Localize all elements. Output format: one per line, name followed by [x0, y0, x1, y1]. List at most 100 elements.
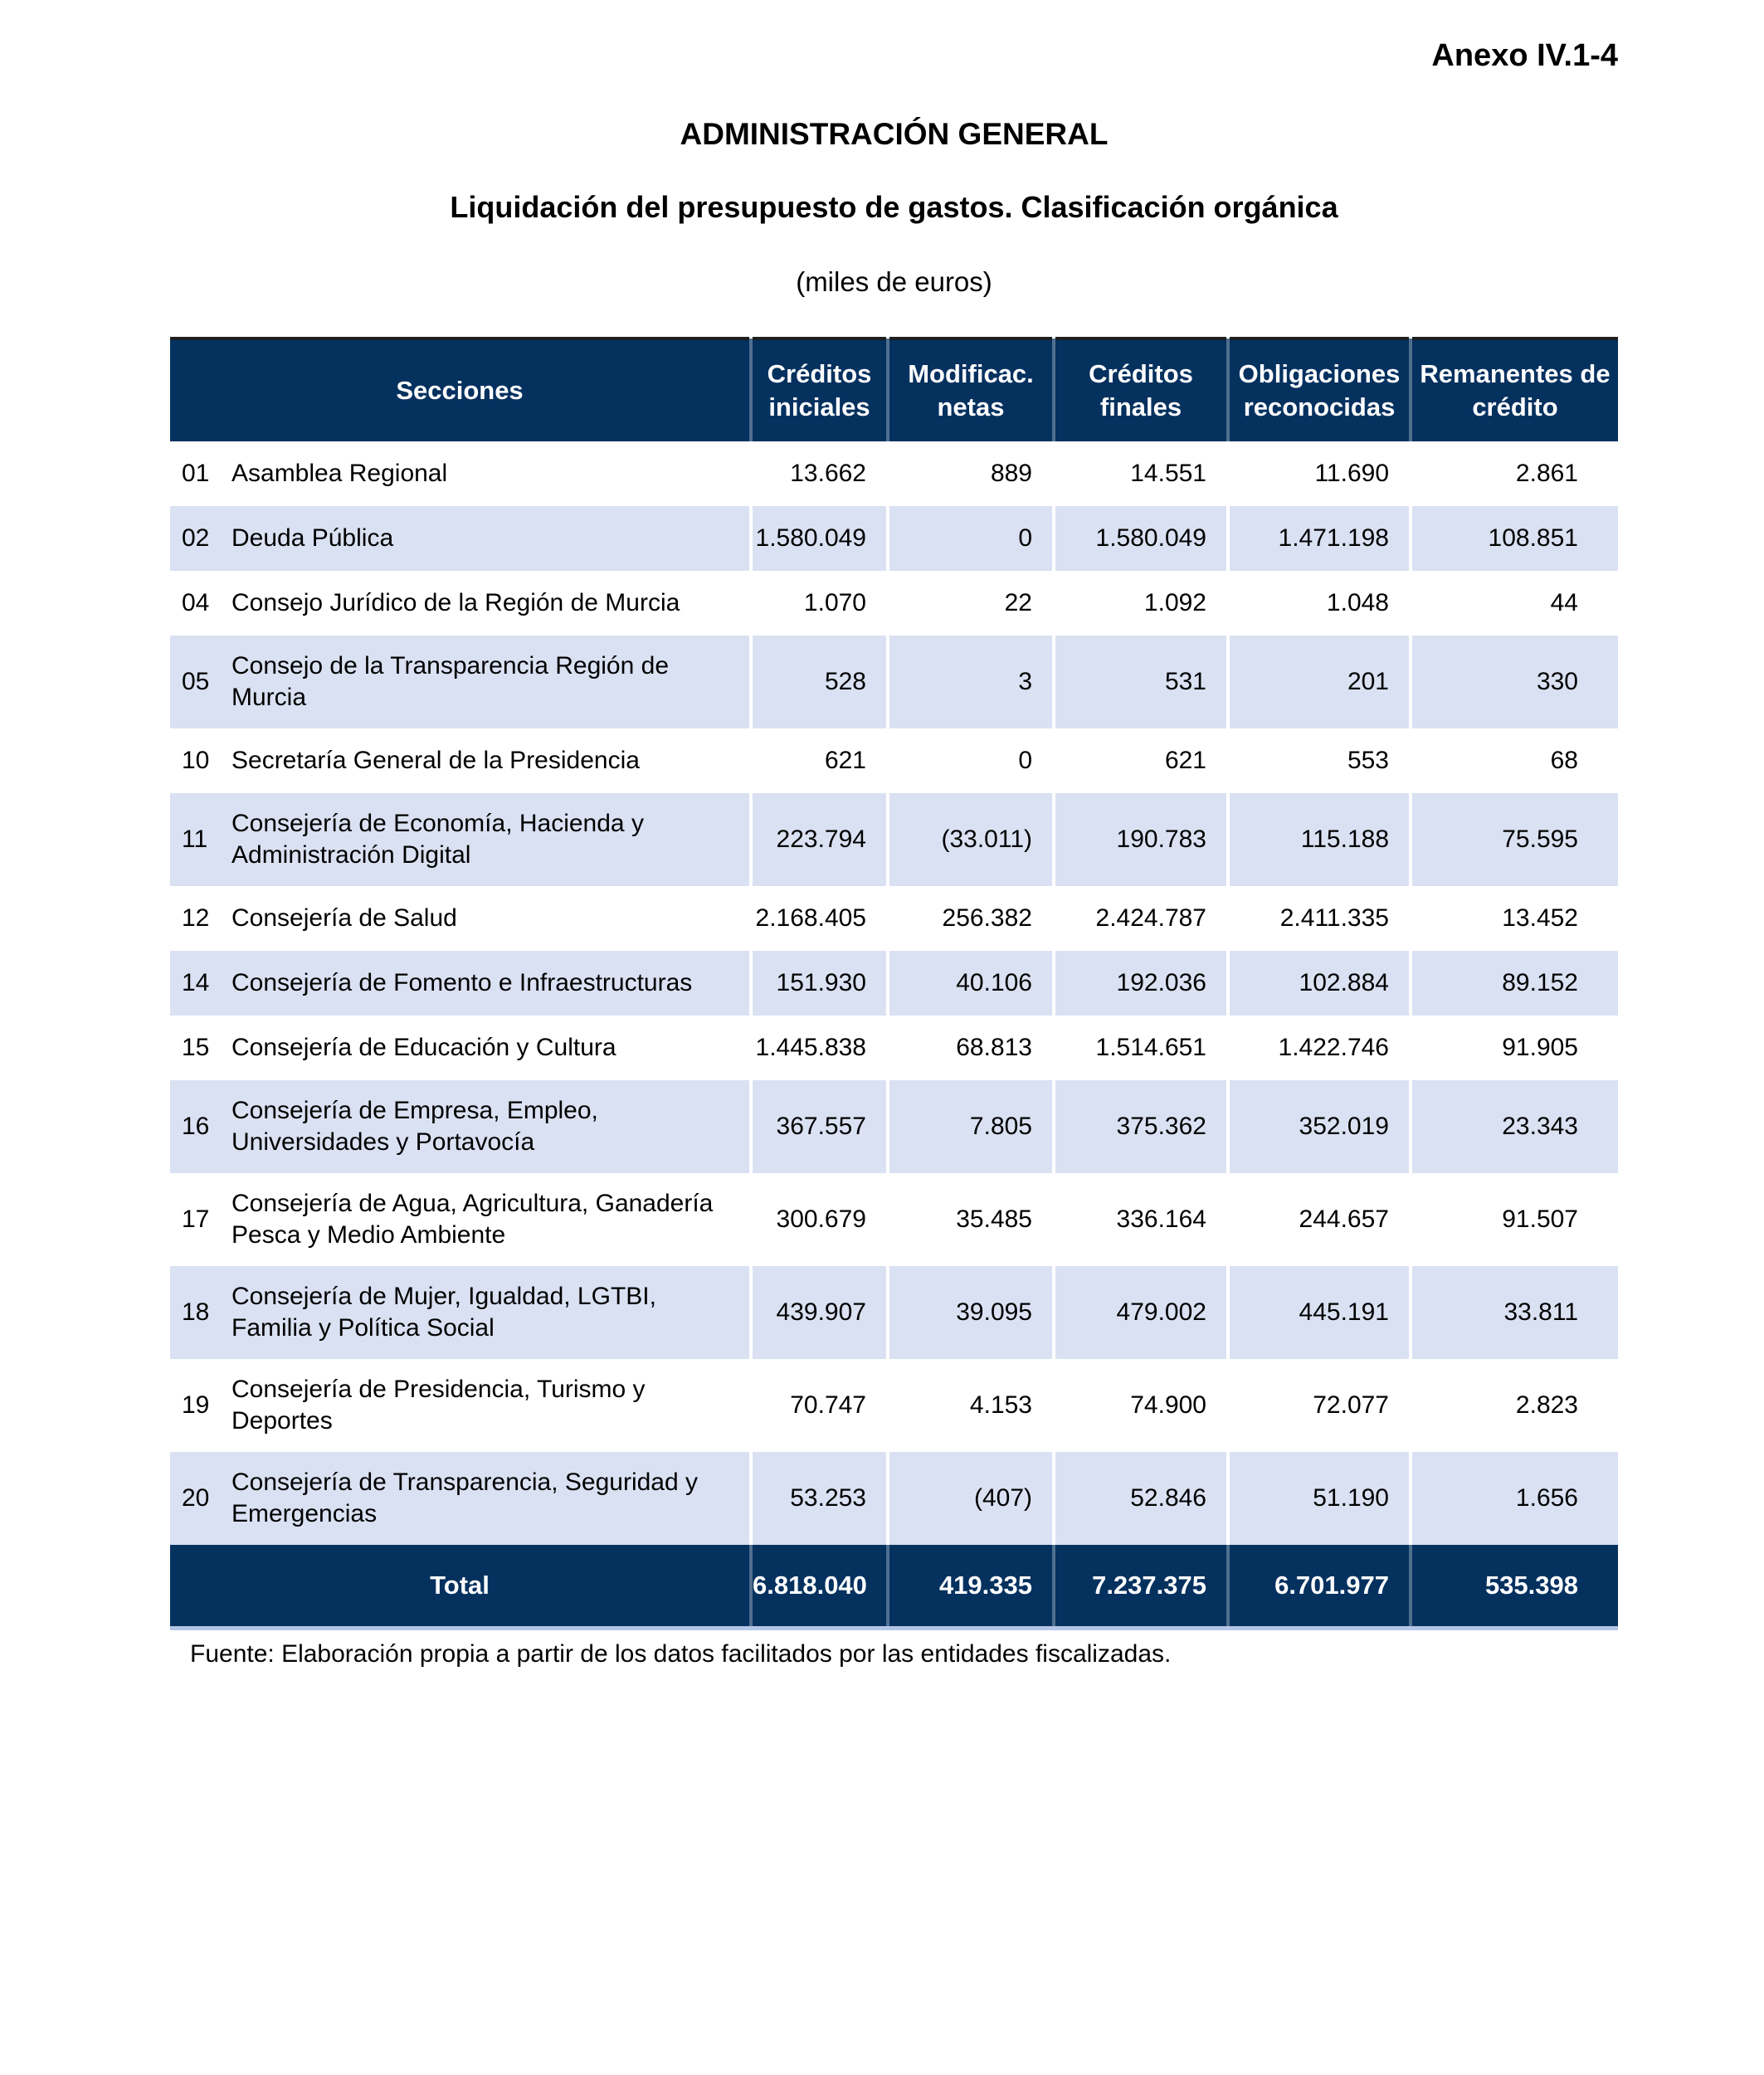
modificaciones-netas-value: 256.382 [886, 886, 1054, 951]
section-code: 12 [182, 904, 210, 932]
page-subtitle: Liquidación del presupuesto de gastos. C… [450, 190, 1338, 224]
obligaciones-reconocidas-value: 11.690 [1226, 441, 1411, 506]
table-row: 15 Consejería de Educación y Cultura 1.4… [170, 1016, 1618, 1080]
obligaciones-reconocidas-value: 51.190 [1226, 1452, 1411, 1545]
section-name: Consejería de Salud [231, 904, 457, 932]
modificaciones-netas-value: 7.805 [886, 1080, 1054, 1173]
remanentes-credito-value: 44 [1409, 571, 1618, 636]
section-name: Consejería de Economía, Hacienda y Admin… [231, 793, 751, 886]
total-obligaciones-reconocidas: 6.701.977 [1226, 1545, 1411, 1630]
table-row: 11 Consejería de Economía, Hacienda y Ad… [170, 793, 1618, 886]
total-remanentes-credito: 535.398 [1409, 1545, 1618, 1630]
creditos-finales-value: 14.551 [1052, 441, 1228, 506]
creditos-finales-value: 190.783 [1052, 793, 1228, 886]
section-name: Asamblea Regional [231, 460, 448, 487]
section-name: Consejería de Transparencia, Seguridad y… [231, 1452, 751, 1545]
total-label: Total [170, 1545, 751, 1630]
creditos-finales-value: 336.164 [1052, 1173, 1228, 1266]
remanentes-credito-value: 75.595 [1409, 793, 1618, 886]
table-row: 12 Consejería de Salud 2.168.405 256.382… [170, 886, 1618, 951]
document-content: Anexo IV.1-4 ADMINISTRACIÓN GENERAL Liqu… [170, 0, 1618, 1668]
section-code: 18 [170, 1266, 231, 1359]
modificaciones-netas-value: 35.485 [886, 1173, 1054, 1266]
creditos-finales-value: 621 [1052, 728, 1228, 793]
creditos-finales-value: 1.514.651 [1052, 1016, 1228, 1080]
budget-table: Secciones Créditos iniciales Modificac. … [170, 337, 1618, 1630]
table-row: 20 Consejería de Transparencia, Segurida… [170, 1452, 1618, 1545]
remanentes-credito-value: 68 [1409, 728, 1618, 793]
creditos-iniciales-value: 367.557 [749, 1080, 888, 1173]
remanentes-credito-value: 330 [1409, 636, 1618, 728]
section-code: 15 [182, 1034, 210, 1061]
total-modificaciones-netas: 419.335 [886, 1545, 1054, 1630]
creditos-iniciales-value: 53.253 [749, 1452, 888, 1545]
remanentes-credito-value: 1.656 [1409, 1452, 1618, 1545]
modificaciones-netas-value: (407) [886, 1452, 1054, 1545]
table-row: 16 Consejería de Empresa, Empleo, Univer… [170, 1080, 1618, 1173]
creditos-finales-value: 479.002 [1052, 1266, 1228, 1359]
creditos-finales-value: 1.580.049 [1052, 506, 1228, 571]
table-row: 02 Deuda Pública 1.580.049 0 1.580.049 1… [170, 506, 1618, 571]
section-name: Consejería de Empresa, Empleo, Universid… [231, 1080, 751, 1173]
creditos-iniciales-value: 13.662 [749, 441, 888, 506]
modificaciones-netas-value: 40.106 [886, 951, 1054, 1016]
table-row: 05 Consejo de la Transparencia Región de… [170, 636, 1618, 728]
table-body: 01 Asamblea Regional 13.662 889 14.551 1… [170, 441, 1618, 1545]
section-name: Consejería de Agua, Agricultura, Ganader… [231, 1190, 714, 1249]
remanentes-credito-value: 89.152 [1409, 951, 1618, 1016]
creditos-iniciales-value: 300.679 [749, 1173, 888, 1266]
creditos-iniciales-value: 621 [749, 728, 888, 793]
section-code: 14 [170, 951, 231, 1016]
creditos-finales-value: 192.036 [1052, 951, 1228, 1016]
column-header-modificaciones-netas: Modificac. netas [886, 339, 1054, 441]
section-name: Deuda Pública [231, 506, 751, 571]
modificaciones-netas-value: (33.011) [886, 793, 1054, 886]
table-row: 01 Asamblea Regional 13.662 889 14.551 1… [170, 441, 1618, 506]
creditos-finales-value: 52.846 [1052, 1452, 1228, 1545]
header-row: Secciones Créditos iniciales Modificac. … [170, 339, 1618, 441]
creditos-iniciales-value: 439.907 [749, 1266, 888, 1359]
remanentes-credito-value: 2.823 [1409, 1359, 1618, 1452]
obligaciones-reconocidas-value: 2.411.335 [1226, 886, 1411, 951]
creditos-iniciales-value: 2.168.405 [749, 886, 888, 951]
page-title: ADMINISTRACIÓN GENERAL [680, 117, 1109, 151]
section-code: 04 [182, 589, 210, 616]
remanentes-credito-value: 108.851 [1409, 506, 1618, 571]
creditos-iniciales-value: 151.930 [749, 951, 888, 1016]
table-row: 10 Secretaría General de la Presidencia … [170, 728, 1618, 793]
section-code: 05 [170, 636, 231, 728]
source-note: Fuente: Elaboración propia a partir de l… [190, 1639, 1172, 1668]
section-code: 02 [170, 506, 231, 571]
modificaciones-netas-value: 68.813 [886, 1016, 1054, 1080]
total-creditos-iniciales: 6.818.040 [749, 1545, 888, 1630]
section-name: Consejería de Mujer, Igualdad, LGTBI, Fa… [231, 1266, 751, 1359]
remanentes-credito-value: 91.507 [1409, 1173, 1618, 1266]
creditos-iniciales-value: 528 [749, 636, 888, 728]
section-name: Consejería de Presidencia, Turismo y Dep… [231, 1376, 646, 1434]
column-header-creditos-iniciales: Créditos iniciales [749, 339, 888, 441]
table-row: 19 Consejería de Presidencia, Turismo y … [170, 1359, 1618, 1452]
creditos-finales-value: 531 [1052, 636, 1228, 728]
section-code: 01 [182, 460, 210, 487]
section-name: Consejería de Educación y Cultura [231, 1034, 616, 1061]
table-row: 18 Consejería de Mujer, Igualdad, LGTBI,… [170, 1266, 1618, 1359]
remanentes-credito-value: 33.811 [1409, 1266, 1618, 1359]
table-row: 04 Consejo Jurídico de la Región de Murc… [170, 571, 1618, 636]
obligaciones-reconocidas-value: 553 [1226, 728, 1411, 793]
obligaciones-reconocidas-value: 1.422.746 [1226, 1016, 1411, 1080]
section-name: Consejo de la Transparencia Región de Mu… [231, 636, 751, 728]
modificaciones-netas-value: 0 [886, 728, 1054, 793]
section-name: Consejo Jurídico de la Región de Murcia [231, 589, 680, 616]
modificaciones-netas-value: 39.095 [886, 1266, 1054, 1359]
column-header-obligaciones-reconocidas: Obligaciones reconocidas [1226, 339, 1411, 441]
section-code: 20 [170, 1452, 231, 1545]
section-code: 17 [182, 1206, 210, 1233]
obligaciones-reconocidas-value: 72.077 [1226, 1359, 1411, 1452]
section-name: Consejería de Fomento e Infraestructuras [231, 951, 751, 1016]
obligaciones-reconocidas-value: 445.191 [1226, 1266, 1411, 1359]
obligaciones-reconocidas-value: 102.884 [1226, 951, 1411, 1016]
modificaciones-netas-value: 889 [886, 441, 1054, 506]
creditos-iniciales-value: 70.747 [749, 1359, 888, 1452]
creditos-finales-value: 74.900 [1052, 1359, 1228, 1452]
remanentes-credito-value: 23.343 [1409, 1080, 1618, 1173]
